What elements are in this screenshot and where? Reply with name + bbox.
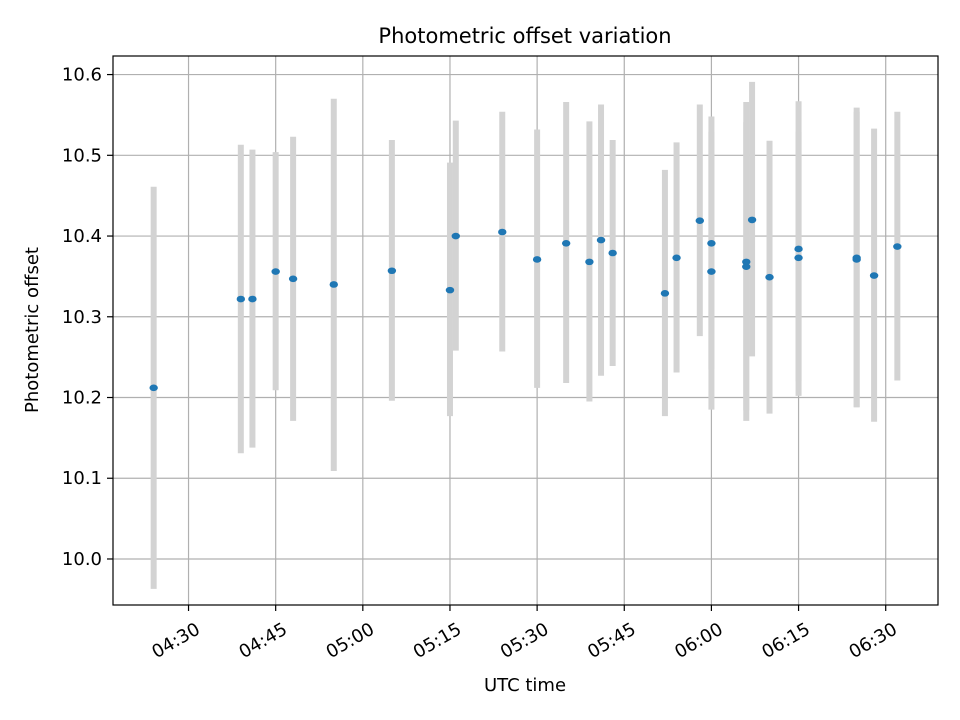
data-point bbox=[329, 281, 338, 288]
data-point bbox=[672, 254, 681, 262]
y-axis-ticks: 10.0 10.1 10.2 10.3 10.4 10.5 10.6 bbox=[62, 65, 113, 570]
x-tick-label: 05:30 bbox=[497, 619, 552, 663]
error-bars bbox=[150, 81, 901, 589]
x-tick-label: 06:15 bbox=[758, 619, 813, 663]
data-point bbox=[561, 240, 571, 247]
x-tick-label: 05:15 bbox=[410, 619, 465, 663]
x-tick-label: 05:45 bbox=[584, 619, 639, 663]
y-tick-label: 10.6 bbox=[62, 65, 102, 86]
data-point bbox=[852, 254, 861, 262]
x-tick-label: 06:00 bbox=[671, 619, 726, 663]
data-point bbox=[707, 268, 716, 275]
data-point bbox=[288, 275, 298, 283]
y-tick-label: 10.2 bbox=[62, 388, 102, 409]
y-axis-label: Photometric offset bbox=[22, 247, 43, 413]
x-axis-ticks: 04:30 04:45 05:00 05:15 05:30 05:45 06:00 06:15… bbox=[148, 605, 901, 663]
data-point bbox=[794, 245, 803, 253]
data-point bbox=[695, 217, 704, 224]
data-point bbox=[765, 273, 774, 281]
data-point bbox=[498, 228, 507, 236]
plot-frame bbox=[112, 55, 939, 606]
data-point bbox=[271, 268, 280, 275]
x-axis-label: UTC time bbox=[484, 675, 566, 696]
data-point bbox=[747, 216, 757, 224]
data-point bbox=[451, 232, 460, 240]
data-point bbox=[596, 236, 606, 244]
data-point bbox=[707, 240, 716, 247]
chart-title: Photometric offset variation bbox=[378, 24, 671, 48]
data-point bbox=[532, 256, 542, 263]
data-points bbox=[149, 216, 902, 392]
data-point bbox=[585, 258, 594, 266]
data-point bbox=[236, 295, 246, 303]
y-tick-label: 10.5 bbox=[62, 145, 102, 166]
y-tick-label: 10.4 bbox=[62, 226, 102, 247]
x-tick-label: 04:30 bbox=[148, 619, 203, 663]
data-point bbox=[742, 258, 751, 266]
x-tick-label: 05:00 bbox=[323, 619, 378, 663]
x-tick-label: 04:45 bbox=[236, 619, 291, 663]
data-point bbox=[149, 384, 158, 392]
y-tick-label: 10.1 bbox=[62, 468, 102, 489]
data-point bbox=[794, 254, 803, 262]
data-point bbox=[660, 290, 670, 297]
y-tick-label: 10.0 bbox=[62, 549, 102, 570]
data-point bbox=[445, 286, 455, 294]
data-point bbox=[742, 263, 751, 271]
data-point bbox=[869, 272, 879, 279]
data-point bbox=[387, 267, 397, 275]
data-point bbox=[893, 243, 902, 250]
data-point bbox=[248, 295, 257, 303]
data-point bbox=[608, 249, 617, 257]
x-tick-label: 06:30 bbox=[846, 619, 901, 663]
y-tick-label: 10.3 bbox=[62, 307, 102, 328]
grid bbox=[113, 56, 938, 605]
